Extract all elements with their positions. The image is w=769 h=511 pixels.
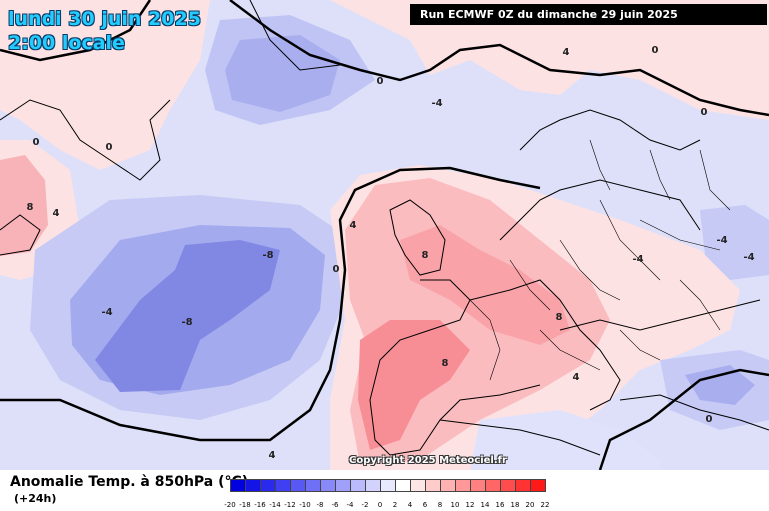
isoline-zero-east	[598, 368, 769, 470]
color-scale-tick-label: -12	[284, 501, 296, 509]
color-scale-swatch	[380, 479, 396, 492]
color-scale-tick-label: -4	[346, 501, 354, 509]
isoline-value-label: 4	[269, 450, 276, 461]
isoline-value-label: -8	[262, 250, 273, 261]
isoline-value-label: 8	[556, 312, 563, 323]
color-scale-swatch	[440, 479, 456, 492]
color-scale-tick-label: -20	[224, 501, 236, 509]
legend-footer: Anomalie Temp. à 850hPa (°C) (+24h) -20-…	[0, 470, 769, 511]
color-scale-tick-label: 4	[407, 501, 413, 509]
color-scale-swatch	[485, 479, 501, 492]
warm-anomaly-north-europe	[330, 0, 769, 120]
color-scale-swatch	[530, 479, 546, 492]
isoline-value-label: 0	[377, 76, 384, 87]
isoline-value-label: 0	[33, 137, 40, 148]
color-scale-tick-label: 8	[437, 501, 443, 509]
color-scale-swatch	[260, 479, 276, 492]
color-scale-swatch	[230, 479, 246, 492]
isoline-value-label: -4	[101, 307, 112, 318]
color-scale-swatch	[350, 479, 366, 492]
isoline-value-label: 0	[652, 45, 659, 56]
isoline-value-label: 8	[27, 202, 34, 213]
legend-title: Anomalie Temp. à 850hPa (°C)	[10, 474, 249, 490]
color-scale-swatch	[425, 479, 441, 492]
color-scale-tick-label: 22	[540, 501, 550, 509]
cold-anomaly-north-africa	[470, 410, 660, 470]
cold-anomaly-russia	[700, 205, 769, 280]
color-scale-tick-label: 2	[392, 501, 398, 509]
color-scale-swatch	[365, 479, 381, 492]
forecast-time: 2:00 locale	[8, 32, 125, 54]
coastlines	[0, 0, 769, 456]
color-scale-swatch	[275, 479, 291, 492]
warm-anomaly-europe-core	[358, 320, 470, 450]
isoline-value-label: 0	[701, 107, 708, 118]
isoline-value-label: -4	[743, 252, 754, 263]
cold-anomaly-atlantic-core	[95, 240, 280, 392]
color-scale-ticks: -20 -18 -16 -14 -12 -10 -8 -6 -4 -2 0 2 4 6 8 10 12 14 16 1…	[224, 501, 570, 511]
country-borders	[469, 139, 731, 381]
color-scale-tick-label: -18	[239, 501, 251, 509]
isoline-value-label: 4	[53, 208, 60, 219]
color-scale-tick-label: 18	[510, 501, 520, 509]
color-scale-swatch	[500, 479, 516, 492]
color-scale-swatch	[320, 479, 336, 492]
isoline-value-label: 4	[573, 372, 580, 383]
copyright-notice: Copyright 2025 Meteociel.fr	[349, 455, 507, 466]
color-scale-swatch	[515, 479, 531, 492]
color-scale-tick-label: -6	[331, 501, 339, 509]
color-scale-swatch	[455, 479, 471, 492]
color-scale-tick-label: -10	[299, 501, 311, 509]
color-scale-tick-label: 6	[422, 501, 428, 509]
warm-anomaly-greenland	[0, 0, 210, 170]
isoline-value-label: 4	[563, 47, 570, 58]
color-scale-swatch	[410, 479, 426, 492]
color-scale-swatch	[245, 479, 261, 492]
isoline-value-label: -8	[181, 317, 192, 328]
color-scale-tick-label: 10	[450, 501, 460, 509]
color-scale-swatch	[395, 479, 411, 492]
color-scale-swatch	[305, 479, 321, 492]
lead-time-label: (+24h)	[14, 492, 57, 505]
isoline-value-label: 0	[106, 142, 113, 153]
isoline-value-label: 4	[350, 220, 357, 231]
isoline-labels: 0 4 0 -4 0 0 0 8 4 4 -4 -8 8 -4 -4 0 -4 -8 8 8 4 0 4	[27, 45, 755, 461]
isoline-zero-atlantic	[0, 166, 541, 442]
isoline-value-label: -4	[632, 254, 643, 265]
cold-core-turkey	[685, 365, 755, 405]
color-scale-bar	[230, 479, 546, 492]
forecast-date: lundi 30 juin 2025	[8, 8, 201, 30]
color-scale-tick-label: 16	[495, 501, 505, 509]
isoline-value-label: 0	[333, 264, 340, 275]
color-scale-swatch	[335, 479, 351, 492]
color-scale-tick-label: -8	[316, 501, 324, 509]
color-scale-tick-label: -16	[254, 501, 266, 509]
isoline-zero-iceland	[229, 0, 769, 117]
warm-core-canada	[0, 155, 48, 256]
isoline-value-label: -4	[716, 235, 727, 246]
color-scale-tick-label: -14	[269, 501, 281, 509]
isoline-value-label: 8	[422, 250, 429, 261]
color-scale-tick-label: 12	[465, 501, 475, 509]
color-scale-tick-label: -2	[361, 501, 369, 509]
color-scale-swatch	[290, 479, 306, 492]
color-scale-tick-label: 14	[480, 501, 490, 509]
isoline-value-label: 8	[442, 358, 449, 369]
temperature-anomaly-map: 0 4 0 -4 0 0 0 8 4 4 -4 -8 8 -4 -4 0 -4 -8 8 8 4 0 4	[0, 0, 769, 470]
color-scale-swatch	[470, 479, 486, 492]
isoline-zero-north	[0, 0, 152, 62]
isoline-value-label: 0	[706, 414, 713, 425]
color-scale-tick-label: 0	[377, 501, 383, 509]
model-run-banner: Run ECMWF 0Z du dimanche 29 juin 2025	[410, 4, 767, 25]
isoline-value-label: -4	[431, 98, 442, 109]
color-scale-tick-label: 20	[525, 501, 535, 509]
